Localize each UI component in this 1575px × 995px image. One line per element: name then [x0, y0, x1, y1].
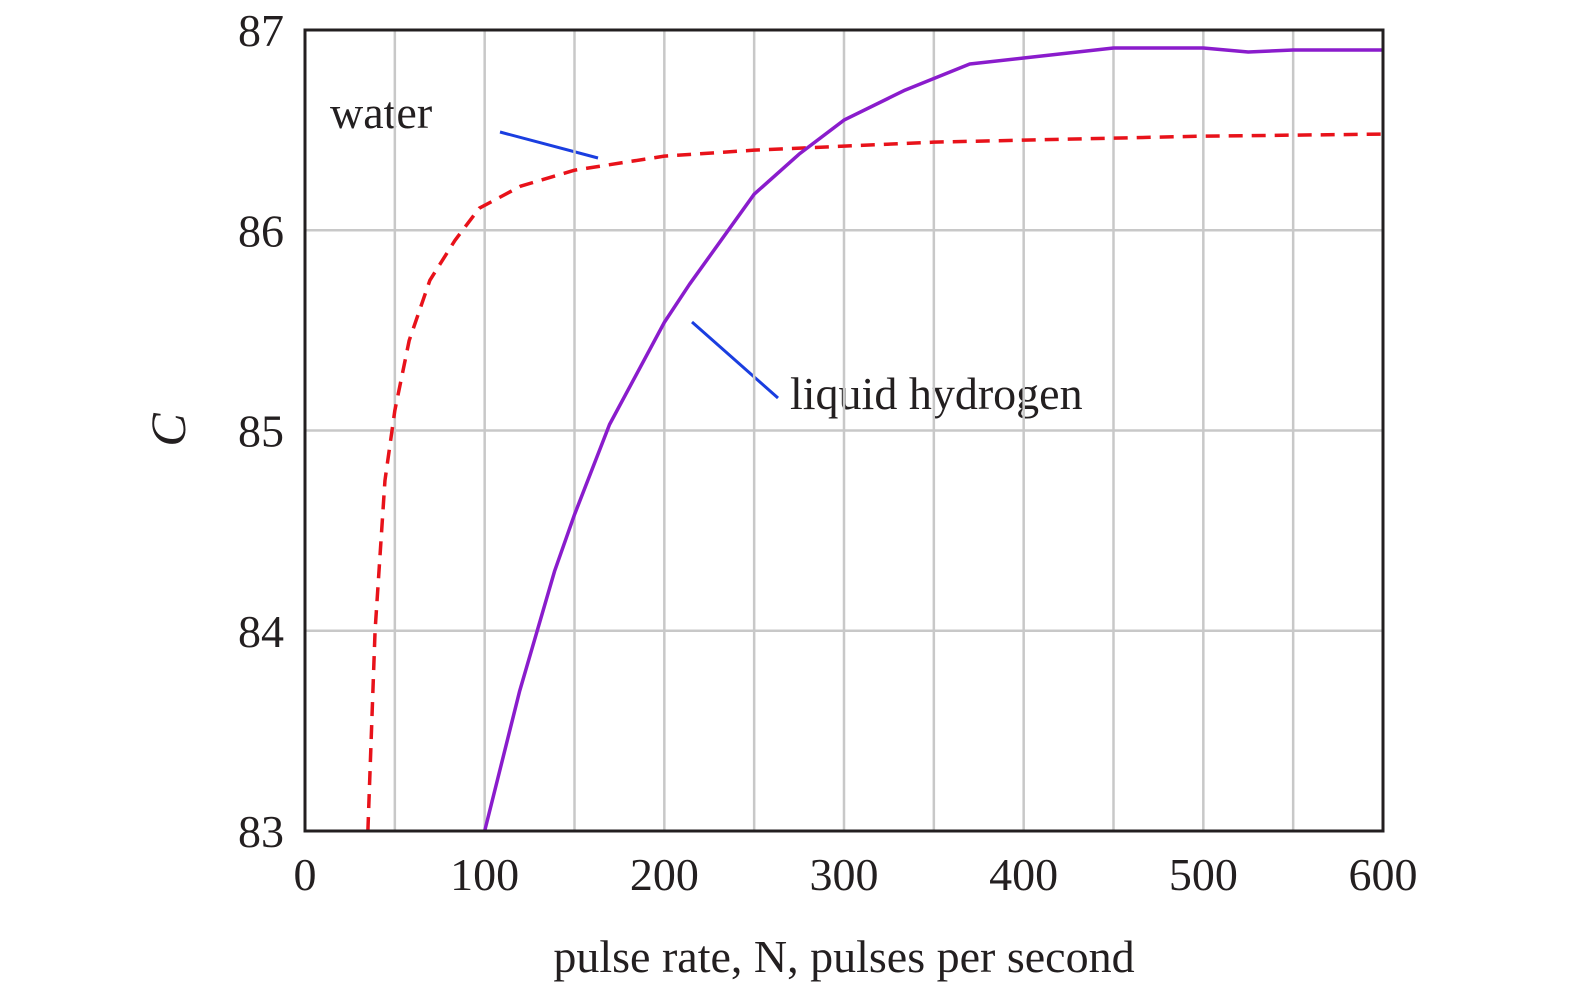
x-tick-label: 0 — [294, 849, 317, 900]
y-axis-label: C — [140, 413, 196, 447]
y-tick-label: 85 — [238, 406, 284, 457]
annotation-leader — [691, 320, 779, 400]
series-line — [482, 46, 1383, 832]
annotation-leader — [499, 130, 599, 160]
x-tick-label: 100 — [450, 849, 519, 900]
x-tick-label: 500 — [1169, 849, 1238, 900]
x-tick-label: 600 — [1349, 849, 1418, 900]
y-tick-label: 83 — [238, 806, 284, 857]
x-tick-label: 200 — [630, 849, 699, 900]
y-tick-label: 87 — [238, 5, 284, 56]
x-tick-label: 300 — [810, 849, 879, 900]
y-tick-label: 86 — [238, 205, 284, 256]
series-line — [366, 132, 1384, 832]
series-label: water — [330, 87, 432, 138]
y-tick-label: 84 — [238, 606, 284, 657]
series-label: liquid hydrogen — [790, 368, 1083, 419]
x-axis-label: pulse rate, N, pulses per second — [553, 931, 1134, 982]
plot-frame — [303, 28, 1385, 833]
x-tick-label: 400 — [989, 849, 1058, 900]
